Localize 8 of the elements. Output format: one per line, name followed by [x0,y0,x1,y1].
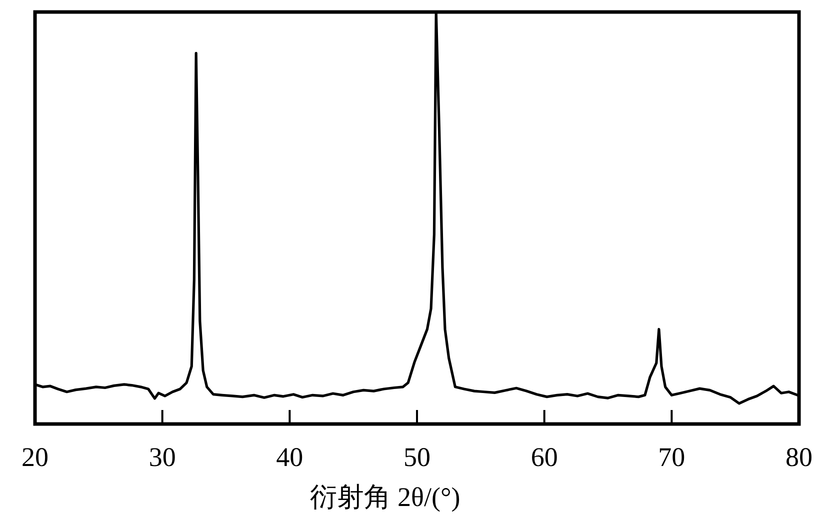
x-tick-label: 50 [404,442,430,472]
x-tick-label: 20 [22,442,48,472]
x-axis-title: 衍射角 2θ/(°) [310,482,460,512]
x-tick-label: 80 [786,442,812,472]
x-tick-label: 70 [658,442,686,472]
x-tick-label: 30 [148,442,176,472]
x-tick-label: 40 [276,442,304,472]
x-tick-label: 60 [530,442,558,472]
